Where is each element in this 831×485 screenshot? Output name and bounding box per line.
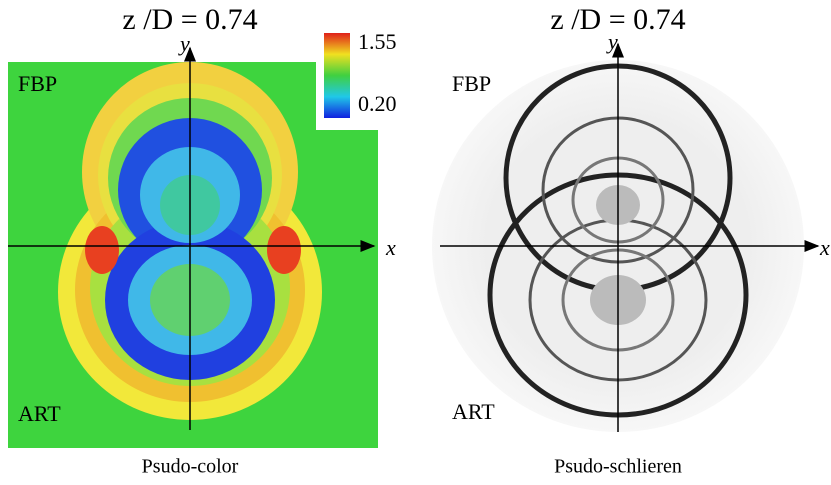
caption: Psudo-schlieren — [554, 456, 682, 478]
panel-title: z /D = 0.74 — [550, 3, 685, 36]
x-axis-label: x — [819, 235, 830, 260]
bottom-label: ART — [18, 401, 61, 426]
y-axis-label: y — [178, 31, 190, 56]
top-label: FBP — [452, 71, 491, 96]
top-label: FBP — [18, 71, 57, 96]
schlieren-panel: z /D = 0.74 FBP ART x y Psudo-schlieren — [432, 3, 830, 478]
panel-title: z /D = 0.74 — [122, 3, 257, 36]
bottom-label: ART — [452, 399, 495, 424]
pseudo-color-panel: 1.55 0.20 z /D = 0.74 FBP ART x y Psudo-… — [8, 3, 397, 478]
y-axis-label: y — [606, 29, 618, 54]
caption: Psudo-color — [142, 456, 239, 478]
colorbar-min: 0.20 — [358, 91, 397, 116]
colorbar-max: 1.55 — [358, 29, 397, 54]
x-axis-label: x — [385, 235, 396, 260]
